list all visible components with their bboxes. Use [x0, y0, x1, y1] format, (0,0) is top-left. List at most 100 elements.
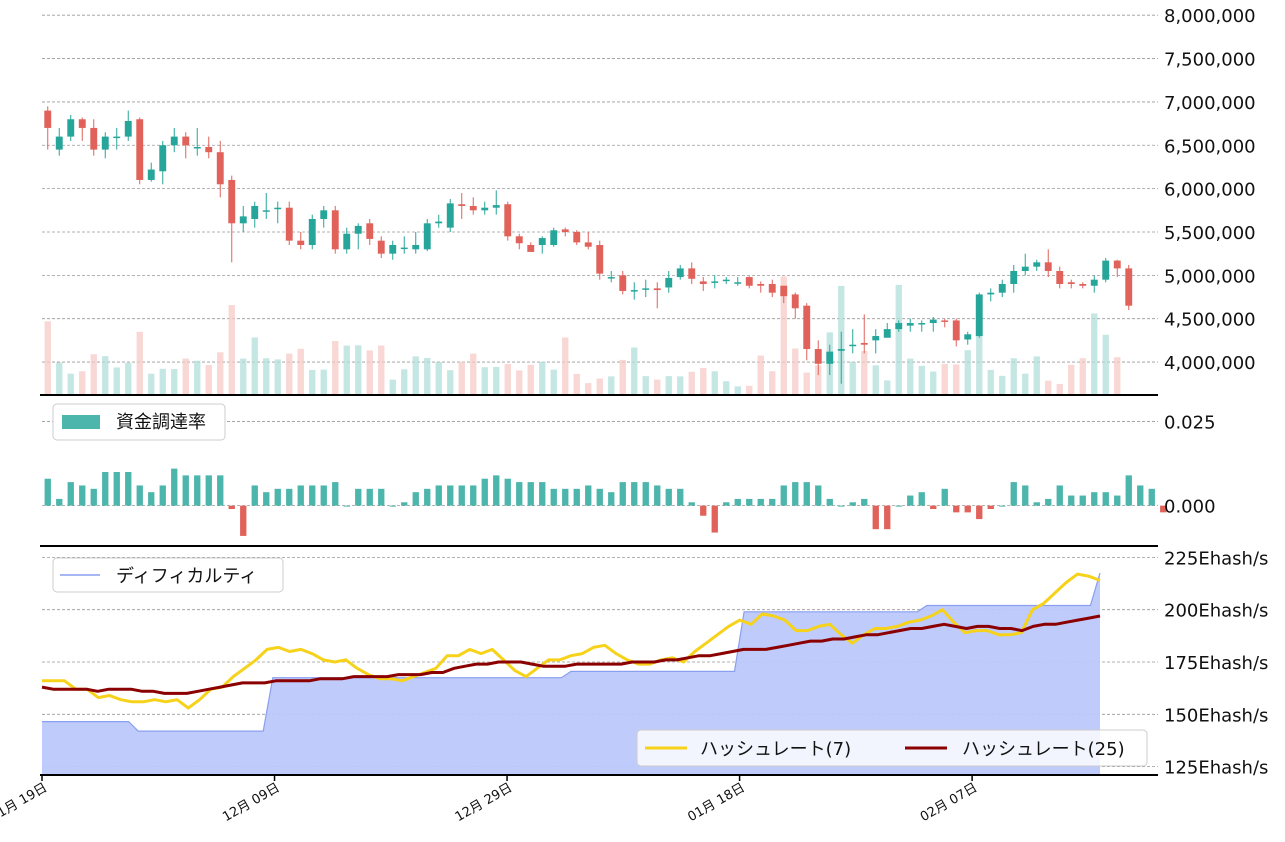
- candle: [262, 192, 270, 219]
- candle: [67, 114, 75, 141]
- volume-bar: [987, 369, 994, 395]
- funding-bar: [964, 505, 971, 513]
- hashrate-ytick-label: 175Ehash/s: [1164, 653, 1268, 674]
- candle-body: [147, 169, 155, 180]
- candle-body: [653, 288, 661, 291]
- volume-bar: [619, 359, 626, 395]
- volume-bar: [194, 360, 201, 395]
- candle: [44, 106, 52, 150]
- funding-bar: [688, 502, 695, 506]
- candle: [699, 277, 707, 291]
- volume-bar: [1022, 373, 1029, 395]
- funding-bar: [1022, 485, 1029, 506]
- candle-body: [607, 277, 615, 279]
- volume-bar: [734, 386, 741, 395]
- price-ytick-label: 8,000,000: [1164, 6, 1256, 27]
- candle: [849, 329, 857, 354]
- candle: [619, 271, 627, 295]
- candle-body: [1010, 271, 1018, 285]
- price-ytick-label: 4,500,000: [1164, 310, 1256, 331]
- volume-bar: [424, 358, 431, 395]
- candle-body: [320, 210, 328, 219]
- funding-bar: [424, 488, 431, 506]
- candle: [1113, 259, 1121, 278]
- candle-body: [952, 320, 960, 341]
- funding-bar: [608, 492, 615, 506]
- candle-body: [768, 284, 776, 293]
- volume-bar: [44, 321, 51, 395]
- candle-body: [136, 119, 144, 180]
- candle: [297, 231, 305, 250]
- volume-bar: [366, 350, 373, 395]
- funding-bar: [56, 498, 63, 506]
- candle-body: [895, 323, 903, 330]
- candle-body: [699, 281, 707, 285]
- candle-body: [676, 268, 684, 278]
- candle: [1125, 264, 1133, 311]
- volume-bar: [79, 371, 86, 395]
- candle-body: [665, 277, 673, 288]
- funding-bar: [654, 485, 661, 506]
- candle-body: [239, 216, 247, 224]
- candle-body: [803, 305, 811, 350]
- volume-bar: [102, 356, 109, 395]
- volume-bar: [458, 361, 465, 395]
- funding-bar: [792, 482, 799, 506]
- candle-body: [975, 294, 983, 337]
- volume-bar: [1045, 380, 1052, 395]
- funding-bar: [148, 492, 155, 506]
- volume-bar: [562, 337, 569, 395]
- candle: [734, 277, 742, 286]
- candle: [768, 279, 776, 298]
- volume-bar: [803, 372, 810, 395]
- volume-bar: [953, 364, 960, 395]
- funding-bar: [849, 502, 856, 506]
- volume-bar: [895, 284, 902, 395]
- funding-bar: [389, 505, 396, 507]
- funding-bar: [332, 482, 339, 506]
- volume-bar: [585, 383, 592, 395]
- candle-body: [964, 334, 972, 340]
- funding-bar: [240, 505, 247, 536]
- candle-body: [688, 268, 696, 279]
- funding-bar: [596, 488, 603, 506]
- volume-bar: [493, 366, 500, 395]
- candle: [952, 318, 960, 347]
- candle-body: [308, 218, 316, 245]
- funding-bar: [815, 485, 822, 506]
- candle: [653, 282, 661, 309]
- candle-body: [113, 136, 121, 139]
- volume-bar: [884, 380, 891, 395]
- funding-bar: [941, 488, 948, 506]
- candle: [228, 175, 236, 263]
- funding-legend-label: 資金調達率: [116, 412, 206, 433]
- funding-bar: [1160, 505, 1167, 513]
- candle: [435, 214, 443, 228]
- candle: [791, 292, 799, 319]
- funding-bar: [125, 472, 132, 506]
- volume-bar: [941, 363, 948, 395]
- candle: [90, 119, 98, 156]
- funding-bar: [355, 488, 362, 506]
- volume-bar: [872, 365, 879, 395]
- funding-bar: [481, 478, 488, 506]
- price-ytick-label: 4,000,000: [1164, 353, 1256, 374]
- funding-bar: [274, 488, 281, 506]
- volume-bar: [550, 369, 557, 395]
- candle: [55, 127, 63, 156]
- x-tick-label: 11月 19日: [0, 780, 50, 825]
- candle: [941, 318, 949, 328]
- volume-bar: [1033, 356, 1040, 395]
- candle-body: [573, 231, 581, 243]
- funding-bar: [826, 498, 833, 506]
- volume-bar: [573, 373, 580, 395]
- volume-bar: [274, 359, 281, 395]
- candle-body: [515, 236, 523, 244]
- candle: [113, 127, 121, 150]
- funding-bar: [1068, 495, 1075, 506]
- candle-body: [1044, 262, 1052, 272]
- volume-bar: [148, 373, 155, 395]
- candle: [366, 218, 374, 245]
- candle: [285, 201, 293, 245]
- candle-body: [872, 336, 880, 341]
